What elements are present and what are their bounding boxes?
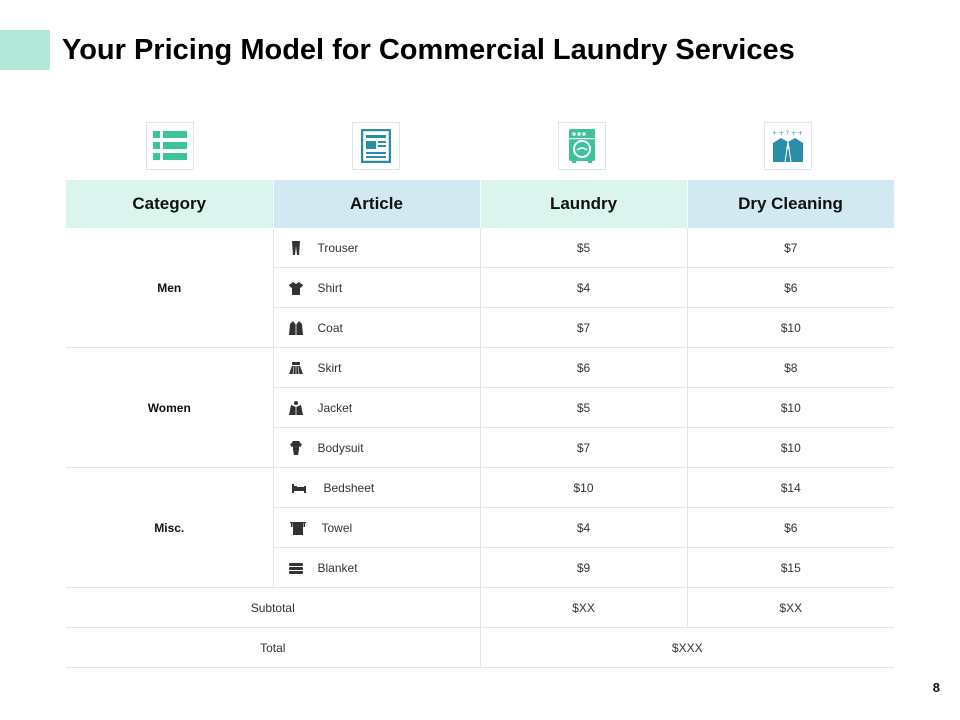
page-number: 8: [932, 680, 940, 695]
article-label: Skirt: [317, 360, 342, 375]
article-label: Coat: [317, 320, 343, 335]
article-label: Trouser: [317, 240, 359, 255]
trouser-icon: [291, 240, 300, 255]
article-label: Bedsheet: [323, 480, 375, 495]
total-label: Total: [66, 627, 481, 668]
article-label: Towel: [321, 520, 353, 535]
title-accent-bar: [0, 30, 50, 70]
document-icon: [352, 122, 400, 170]
jacket-icon: [288, 400, 303, 415]
table-row: Shirt $4 $6: [66, 267, 894, 308]
category-cell: Misc.: [66, 467, 274, 588]
subtotal-row: Subtotal $XX $XX: [66, 587, 894, 628]
total-row: Total $XXX: [66, 627, 894, 668]
dry-cleaning-price: $6: [687, 267, 894, 308]
dry-cleaning-price: $10: [687, 307, 894, 348]
shirt-icon: [288, 281, 303, 295]
table-row: Bodysuit $7 $10: [66, 427, 894, 468]
subtotal-laundry: $XX: [480, 587, 688, 628]
pricing-table: Category Article Laundry Dry Cleaning Me…: [66, 180, 895, 668]
towel-icon: [289, 521, 306, 535]
article-cell: Coat: [273, 307, 481, 348]
dry-cleaning-price: $7: [687, 228, 894, 268]
skirt-icon: [288, 361, 303, 374]
article-label: Shirt: [317, 280, 343, 295]
header-dry-cleaning: Dry Cleaning: [687, 180, 895, 228]
laundry-price: $4: [480, 267, 688, 308]
table-row: Men Trouser $5 $7: [66, 228, 894, 348]
article-cell: Bodysuit: [273, 427, 481, 468]
washing-machine-icon: [558, 122, 606, 170]
laundry-price: $7: [480, 307, 688, 348]
article-cell: Shirt: [273, 267, 481, 308]
table-row: Misc. Bedsheet $10 $14: [66, 467, 894, 588]
laundry-price: $10: [480, 467, 688, 508]
table-header-row: Category Article Laundry Dry Cleaning: [66, 180, 895, 228]
svg-text:+ + ? + +: + + ? + +: [772, 130, 803, 137]
laundry-price: $4: [480, 507, 688, 548]
blanket-icon: [288, 562, 303, 574]
table-row: Coat $7 $10: [66, 307, 894, 348]
subtotal-dry-cleaning: $XX: [687, 587, 894, 628]
column-icons-row: + + ? + +: [66, 122, 894, 172]
bedsheet-icon: [291, 483, 306, 493]
coat-icon: [288, 320, 303, 335]
laundry-price: $9: [480, 547, 688, 588]
header-category: Category: [66, 180, 274, 228]
article-label: Blanket: [317, 560, 358, 575]
dry-cleaning-price: $10: [687, 387, 894, 428]
dry-cleaning-price: $14: [687, 467, 894, 508]
dry-cleaning-price: $6: [687, 507, 894, 548]
list-icon: [146, 122, 194, 170]
article-cell: Blanket: [273, 547, 481, 588]
article-cell: Skirt: [273, 347, 481, 388]
bodysuit-icon: [289, 440, 302, 455]
table-row: Jacket $5 $10: [66, 387, 894, 428]
article-cell: Bedsheet: [273, 467, 481, 508]
category-cell: Men: [66, 228, 274, 348]
dry-cleaning-price: $8: [687, 347, 894, 388]
laundry-price: $5: [480, 387, 688, 428]
total-value: $XXX: [480, 627, 894, 668]
dry-cleaning-shirt-icon: + + ? + +: [764, 122, 812, 170]
dry-cleaning-price: $10: [687, 427, 894, 468]
subtotal-label: Subtotal: [66, 587, 481, 628]
article-label: Bodysuit: [317, 440, 364, 455]
dry-cleaning-price: $15: [687, 547, 894, 588]
laundry-price: $5: [480, 228, 688, 268]
laundry-price: $7: [480, 427, 688, 468]
laundry-price: $6: [480, 347, 688, 388]
header-article: Article: [273, 180, 481, 228]
table-row: Towel $4 $6: [66, 507, 894, 548]
table-row: Women Skirt $6 $8: [66, 347, 894, 468]
article-cell: Towel: [273, 507, 481, 548]
article-label: Jacket: [317, 400, 353, 415]
article-cell: Trouser: [273, 228, 481, 268]
page-title: Your Pricing Model for Commercial Laundr…: [62, 34, 795, 66]
category-cell: Women: [66, 347, 274, 468]
table-row: Blanket $9 $15: [66, 547, 894, 588]
article-cell: Jacket: [273, 387, 481, 428]
header-laundry: Laundry: [480, 180, 688, 228]
